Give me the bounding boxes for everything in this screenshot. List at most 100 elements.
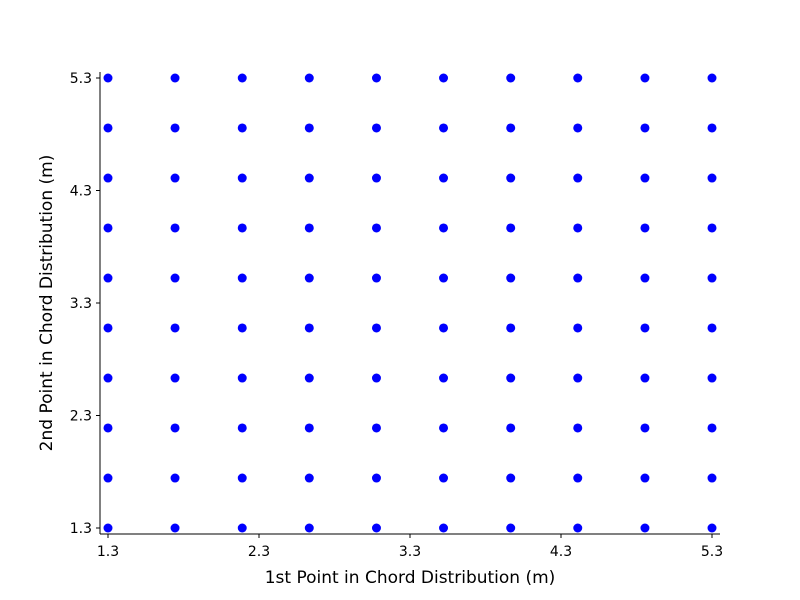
- data-point-4-3: [371, 373, 381, 383]
- data-point-2-8: [237, 123, 247, 133]
- data-point-2-2: [237, 423, 247, 433]
- data-point-2-7: [237, 173, 247, 183]
- data-point-6-4: [506, 323, 516, 333]
- data-point-6-9: [506, 73, 516, 83]
- y-tick-label: 4.3: [70, 184, 92, 200]
- data-point-1-5: [170, 273, 180, 283]
- data-point-4-8: [371, 123, 381, 133]
- data-point-2-9: [237, 73, 247, 83]
- data-point-4-7: [371, 173, 381, 183]
- data-point-4-6: [371, 223, 381, 233]
- data-point-3-3: [304, 373, 314, 383]
- data-point-9-7: [707, 173, 717, 183]
- data-point-4-9: [371, 73, 381, 83]
- data-point-2-6: [237, 223, 247, 233]
- data-point-5-0: [439, 523, 449, 533]
- data-point-9-5: [707, 273, 717, 283]
- data-point-6-6: [506, 223, 516, 233]
- data-point-4-4: [371, 323, 381, 333]
- data-point-0-9: [103, 73, 113, 83]
- data-point-3-7: [304, 173, 314, 183]
- data-point-9-0: [707, 523, 717, 533]
- data-point-6-5: [506, 273, 516, 283]
- data-point-0-7: [103, 173, 113, 183]
- data-point-7-7: [573, 173, 583, 183]
- data-point-2-1: [237, 473, 247, 483]
- data-point-1-9: [170, 73, 180, 83]
- x-tick-label: 1.3: [97, 544, 119, 560]
- data-point-9-6: [707, 223, 717, 233]
- data-point-3-8: [304, 123, 314, 133]
- data-point-3-0: [304, 523, 314, 533]
- data-point-4-1: [371, 473, 381, 483]
- y-tick-label: 3.3: [70, 296, 92, 312]
- data-point-4-0: [371, 523, 381, 533]
- data-point-0-2: [103, 423, 113, 433]
- data-point-1-3: [170, 373, 180, 383]
- data-point-6-8: [506, 123, 516, 133]
- data-point-8-6: [640, 223, 650, 233]
- data-point-5-3: [439, 373, 449, 383]
- data-point-0-6: [103, 223, 113, 233]
- data-point-6-0: [506, 523, 516, 533]
- data-point-8-5: [640, 273, 650, 283]
- data-point-2-4: [237, 323, 247, 333]
- data-point-7-6: [573, 223, 583, 233]
- y-axis-label: 2nd Point in Chord Distribution (m): [37, 155, 57, 452]
- data-point-2-0: [237, 523, 247, 533]
- data-point-7-4: [573, 323, 583, 333]
- data-point-9-9: [707, 73, 717, 83]
- data-point-1-1: [170, 473, 180, 483]
- data-point-5-9: [439, 73, 449, 83]
- data-point-6-3: [506, 373, 516, 383]
- y-tick-label: 5.3: [70, 71, 92, 87]
- data-point-3-4: [304, 323, 314, 333]
- data-point-3-6: [304, 223, 314, 233]
- data-point-8-8: [640, 123, 650, 133]
- data-point-8-3: [640, 373, 650, 383]
- data-point-6-1: [506, 473, 516, 483]
- data-point-0-8: [103, 123, 113, 133]
- data-point-3-2: [304, 423, 314, 433]
- data-point-8-2: [640, 423, 650, 433]
- data-point-9-1: [707, 473, 717, 483]
- data-point-7-5: [573, 273, 583, 283]
- data-point-8-9: [640, 73, 650, 83]
- y-tick-label: 1.3: [70, 521, 92, 537]
- data-point-9-4: [707, 323, 717, 333]
- data-point-2-5: [237, 273, 247, 283]
- data-point-4-2: [371, 423, 381, 433]
- y-axis-ticks: 1.3 2.3 3.3 4.3 5.3: [70, 71, 100, 537]
- x-tick-label: 2.3: [248, 544, 270, 560]
- data-point-9-2: [707, 423, 717, 433]
- data-point-7-9: [573, 73, 583, 83]
- data-point-9-3: [707, 373, 717, 383]
- x-tick-label: 4.3: [550, 544, 572, 560]
- data-point-4-5: [371, 273, 381, 283]
- data-point-8-7: [640, 173, 650, 183]
- data-point-7-3: [573, 373, 583, 383]
- data-point-6-7: [506, 173, 516, 183]
- data-point-8-0: [640, 523, 650, 533]
- data-point-7-1: [573, 473, 583, 483]
- data-points: [103, 73, 717, 533]
- x-axis-ticks: 1.3 2.3 3.3 4.3 5.3: [97, 534, 723, 560]
- data-point-7-0: [573, 523, 583, 533]
- data-point-3-9: [304, 73, 314, 83]
- data-point-6-2: [506, 423, 516, 433]
- x-tick-label: 5.3: [701, 544, 723, 560]
- data-point-5-5: [439, 273, 449, 283]
- y-tick-label: 2.3: [70, 409, 92, 425]
- data-point-2-3: [237, 373, 247, 383]
- data-point-7-8: [573, 123, 583, 133]
- data-point-8-1: [640, 473, 650, 483]
- data-point-0-4: [103, 323, 113, 333]
- data-point-1-2: [170, 423, 180, 433]
- x-axis-label: 1st Point in Chord Distribution (m): [265, 568, 556, 588]
- data-point-5-1: [439, 473, 449, 483]
- data-point-3-5: [304, 273, 314, 283]
- data-point-7-2: [573, 423, 583, 433]
- data-point-0-3: [103, 373, 113, 383]
- data-point-5-7: [439, 173, 449, 183]
